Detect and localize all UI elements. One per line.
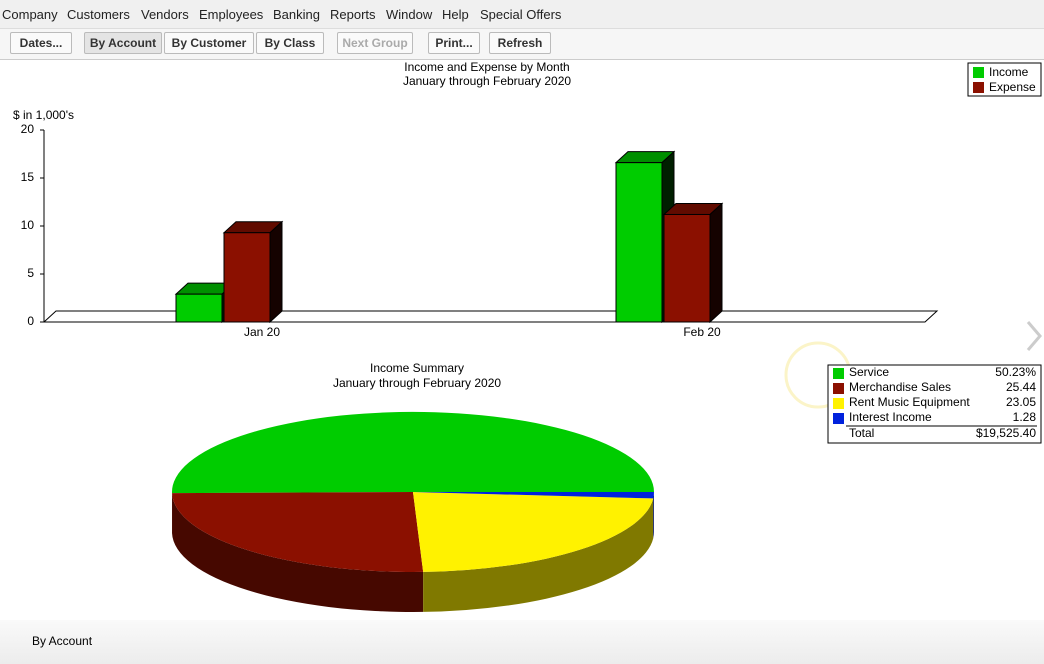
legend-label: Merchandise Sales — [849, 380, 951, 394]
legend-swatch — [833, 383, 844, 394]
legend-value: 50.23% — [995, 365, 1036, 379]
pie-slice — [413, 492, 654, 499]
bar-side — [269, 220, 283, 324]
pie-slice — [413, 492, 654, 572]
legend-box — [827, 364, 1042, 444]
bar — [615, 162, 663, 323]
toolbar-button[interactable]: Refresh — [489, 32, 551, 54]
y-tick-label: 0 — [27, 314, 34, 328]
pie-slice — [172, 492, 424, 573]
total-value: $19,525.40 — [976, 426, 1036, 440]
legend-swatch — [833, 398, 844, 409]
chart-title: Income and Expense by Month — [404, 60, 569, 74]
x-tick-label: Feb 20 — [683, 325, 721, 339]
menu-bar: Company Customers Vendors Employees Banking R… — [0, 0, 1044, 29]
legend-value: 25.44 — [1006, 380, 1036, 394]
chart-subtitle: January through February 2020 — [403, 74, 571, 88]
toolbar-button[interactable]: Next Group — [337, 32, 413, 54]
legend-label: Interest Income — [849, 410, 932, 424]
legend-swatch — [973, 67, 984, 78]
legend-swatch — [833, 368, 844, 379]
y-tick-label: 15 — [21, 170, 35, 184]
y-axis-label: $ in 1,000's — [13, 108, 74, 122]
legend-value: 1.28 — [1013, 410, 1037, 424]
y-tick-label: 5 — [27, 266, 34, 280]
bar — [223, 232, 271, 323]
legend-value: 23.05 — [1006, 395, 1036, 409]
total-label: Total — [849, 426, 874, 440]
next-arrow[interactable] — [1026, 321, 1042, 351]
menu-item[interactable]: Help — [442, 7, 469, 22]
pie-slice — [172, 411, 655, 494]
bar — [663, 213, 711, 323]
pie-side — [423, 498, 654, 612]
toolbar-button[interactable]: By Account — [84, 32, 162, 54]
legend-label: Expense — [989, 80, 1036, 94]
menu-item[interactable]: Special Offers — [480, 7, 562, 22]
pie-side — [172, 493, 424, 613]
legend-label: Income — [989, 65, 1029, 79]
y-tick-label: 10 — [21, 218, 35, 232]
chart-subtitle: January through February 2020 — [333, 376, 501, 390]
legend-label: Service — [849, 365, 889, 379]
y-tick-label: 20 — [21, 122, 35, 136]
bar — [175, 293, 223, 323]
menu-item[interactable]: Banking — [273, 7, 320, 22]
legend-label: Rent Music Equipment — [849, 395, 970, 409]
toolbar: Dates... By Account By Customer By Class Nex… — [0, 29, 1044, 60]
legend-swatch — [833, 413, 844, 424]
toolbar-button[interactable]: By Class — [256, 32, 324, 54]
menu-item[interactable]: Window — [386, 7, 433, 22]
chart-title: Income Summary — [370, 361, 464, 375]
menu-item[interactable]: Employees — [199, 7, 264, 22]
menu-item[interactable]: Company — [2, 7, 58, 22]
legend-swatch — [973, 82, 984, 93]
toolbar-button[interactable]: Print... — [428, 32, 480, 54]
menu-item[interactable]: Customers — [67, 7, 130, 22]
menu-item[interactable]: Reports — [330, 7, 376, 22]
legend: Service 50.23% Merchandise Sales 25.44 Rent … — [827, 364, 1042, 444]
toolbar-button[interactable]: Dates... — [10, 32, 72, 54]
x-tick-label: Jan 20 — [244, 325, 280, 339]
menu-item[interactable]: Vendors — [141, 7, 189, 22]
footer-label: By Account — [32, 634, 93, 648]
pie-side — [653, 492, 654, 539]
bar-side — [709, 202, 723, 324]
status-bar: By Account — [0, 620, 1044, 664]
toolbar-button[interactable]: By Customer — [164, 32, 254, 54]
